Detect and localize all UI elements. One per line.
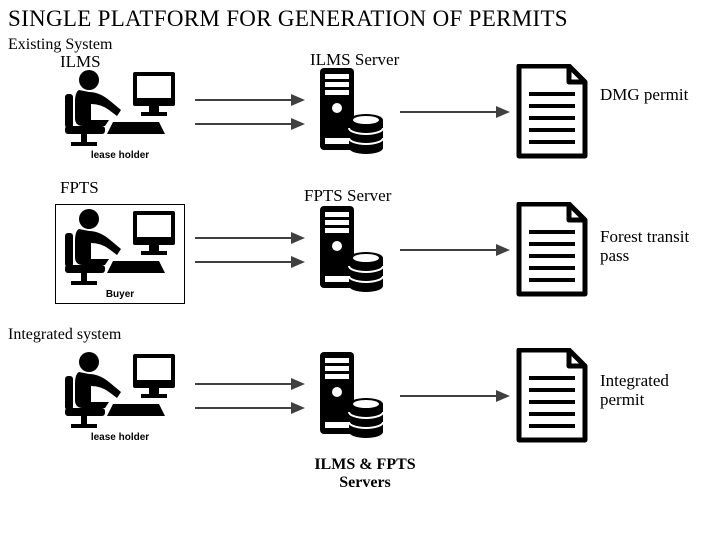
fpts-doc-icon — [515, 202, 591, 303]
integrated-user-icon: lease holder — [55, 352, 185, 452]
arrow-icon — [400, 106, 512, 120]
arrow-icon — [195, 118, 307, 132]
integrated-user-caption: lease holder — [55, 432, 185, 443]
fpts-user-caption: Buyer — [56, 289, 184, 300]
ilms-doc-icon — [515, 64, 591, 165]
ilms-server-icon — [320, 68, 392, 165]
arrow-icon — [195, 94, 307, 108]
ilms-server-label: ILMS Server — [310, 50, 399, 70]
fpts-output-label: Forest transit pass — [600, 228, 710, 265]
arrow-icon — [195, 402, 307, 416]
row-integrated: lease holder Integrated permit ILMS & FP… — [0, 344, 720, 494]
fpts-server-icon — [320, 206, 392, 303]
arrow-icon — [400, 390, 512, 404]
arrow-icon — [195, 378, 307, 392]
integrated-system-heading: Integrated system — [0, 326, 720, 344]
fpts-server-label: FPTS Server — [304, 186, 391, 206]
row-ilms: ILMS ILMS Server lease holder DMG permit — [0, 54, 720, 184]
integrated-doc-icon — [515, 348, 591, 449]
ilms-user-caption: lease holder — [55, 150, 185, 161]
arrow-icon — [400, 244, 512, 258]
fpts-user-icon: Buyer — [55, 204, 185, 304]
ilms-user-icon: lease holder — [55, 70, 185, 170]
ilms-label: ILMS — [60, 52, 101, 72]
arrow-icon — [195, 256, 307, 270]
fpts-label: FPTS — [60, 178, 99, 198]
arrow-icon — [195, 232, 307, 246]
row-fpts: FPTS FPTS Server Buyer Forest transit pa… — [0, 184, 720, 324]
integrated-output-label: Integrated permit — [600, 372, 710, 409]
integrated-server-label: ILMS & FPTS Servers — [295, 456, 435, 492]
ilms-output-label: DMG permit — [600, 86, 710, 105]
page-title: SINGLE PLATFORM FOR GENERATION OF PERMIT… — [0, 0, 720, 34]
integrated-server-icon — [320, 352, 392, 449]
